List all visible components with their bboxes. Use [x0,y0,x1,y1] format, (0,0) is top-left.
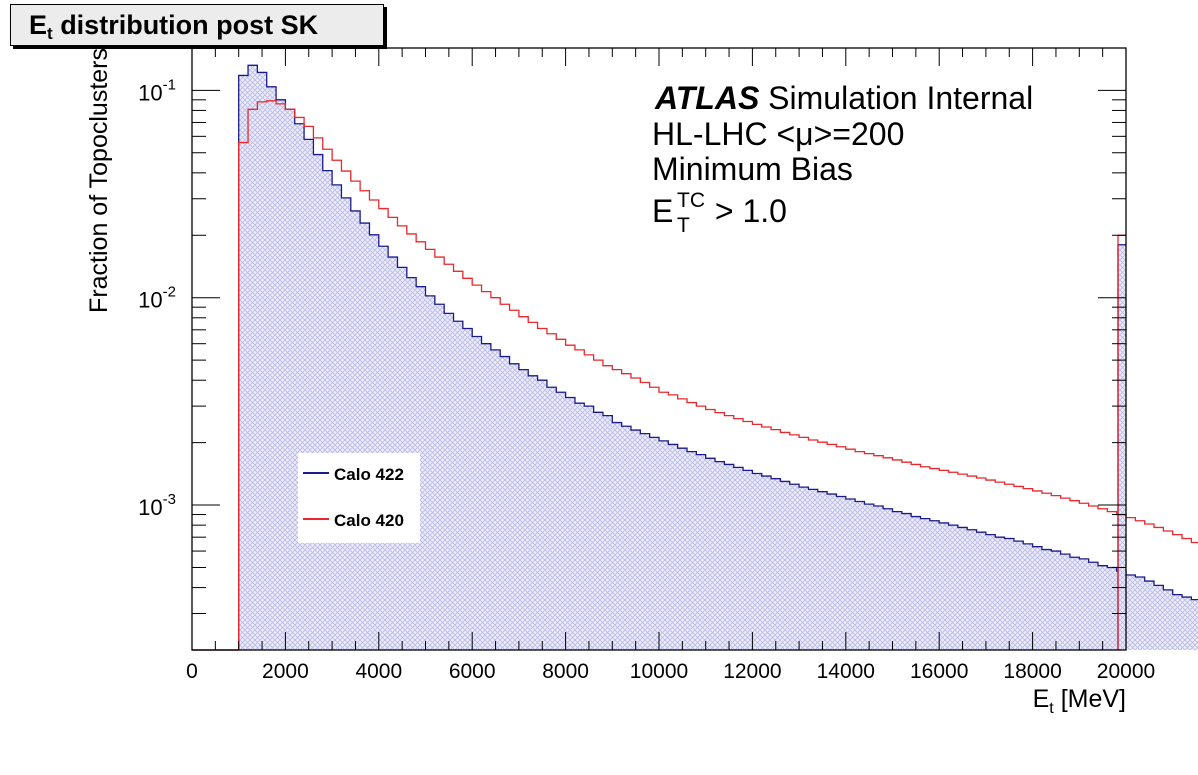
atlas-rest: Simulation Internal [759,80,1033,116]
x-tick-label: 8000 [542,660,589,683]
x-tick-label: 12000 [723,660,781,683]
overflow-fill-0 [1118,244,1126,650]
x-tick-label: 0 [186,660,198,683]
x-tick-label: 18000 [1003,660,1061,683]
atlas-label: ATLAS Simulation Internal [654,80,1033,116]
x-tick-label: 14000 [817,660,875,683]
annotation-line3: Minimum Bias [652,151,853,187]
legend-box [298,453,420,543]
y-axis-label: Fraction of Topoclusters [85,48,113,313]
x-axis-label-sub: t [1049,700,1054,717]
y-tick-label: 10-1 [138,76,176,105]
x-tick-label: 4000 [355,660,402,683]
annotation-line2: HL-LHC <μ>=200 [652,116,904,152]
et-sub: T [677,214,690,237]
title-sub: t [47,24,53,43]
x-tick-label: 10000 [630,660,688,683]
title-rest: distribution post SK [52,10,319,40]
axis-layer: 0 2000 4000 6000 8000 10000 12000 14000 16000 180… [138,48,1155,683]
y-tick-label: 10-2 [138,284,176,313]
annotation-block: ATLAS Simulation Internal HL-LHC <μ>=200… [652,80,1033,237]
x-tick-label: 20000 [1097,660,1155,683]
et-main: E [652,193,673,229]
x-tick-label: 6000 [449,660,496,683]
series-line-1 [192,100,1198,651]
title-main: E [29,10,48,40]
legend: Calo 422 Calo 420 [298,453,420,543]
y-tick-label: 10-3 [138,491,176,520]
legend-label-calo-420: Calo 420 [334,511,404,530]
x-tick-label: 16000 [910,660,968,683]
atlas-brand: ATLAS [654,80,760,116]
legend-label-calo-422: Calo 422 [334,465,404,484]
et-sup: TC [677,189,705,212]
et-rest: > 1.0 [706,193,787,229]
series-line-0 [192,64,1198,651]
annotation-line4: E TC T > 1.0 [652,189,787,237]
series-fill-0 [192,65,1198,650]
chart-title: Et distribution post SK [10,4,384,46]
x-axis-label-rest: [MeV] [1054,685,1126,713]
x-axis-label-main: E [1033,685,1050,713]
x-axis-label: Et [MeV] [1033,685,1126,717]
x-tick-label: 2000 [262,660,309,683]
